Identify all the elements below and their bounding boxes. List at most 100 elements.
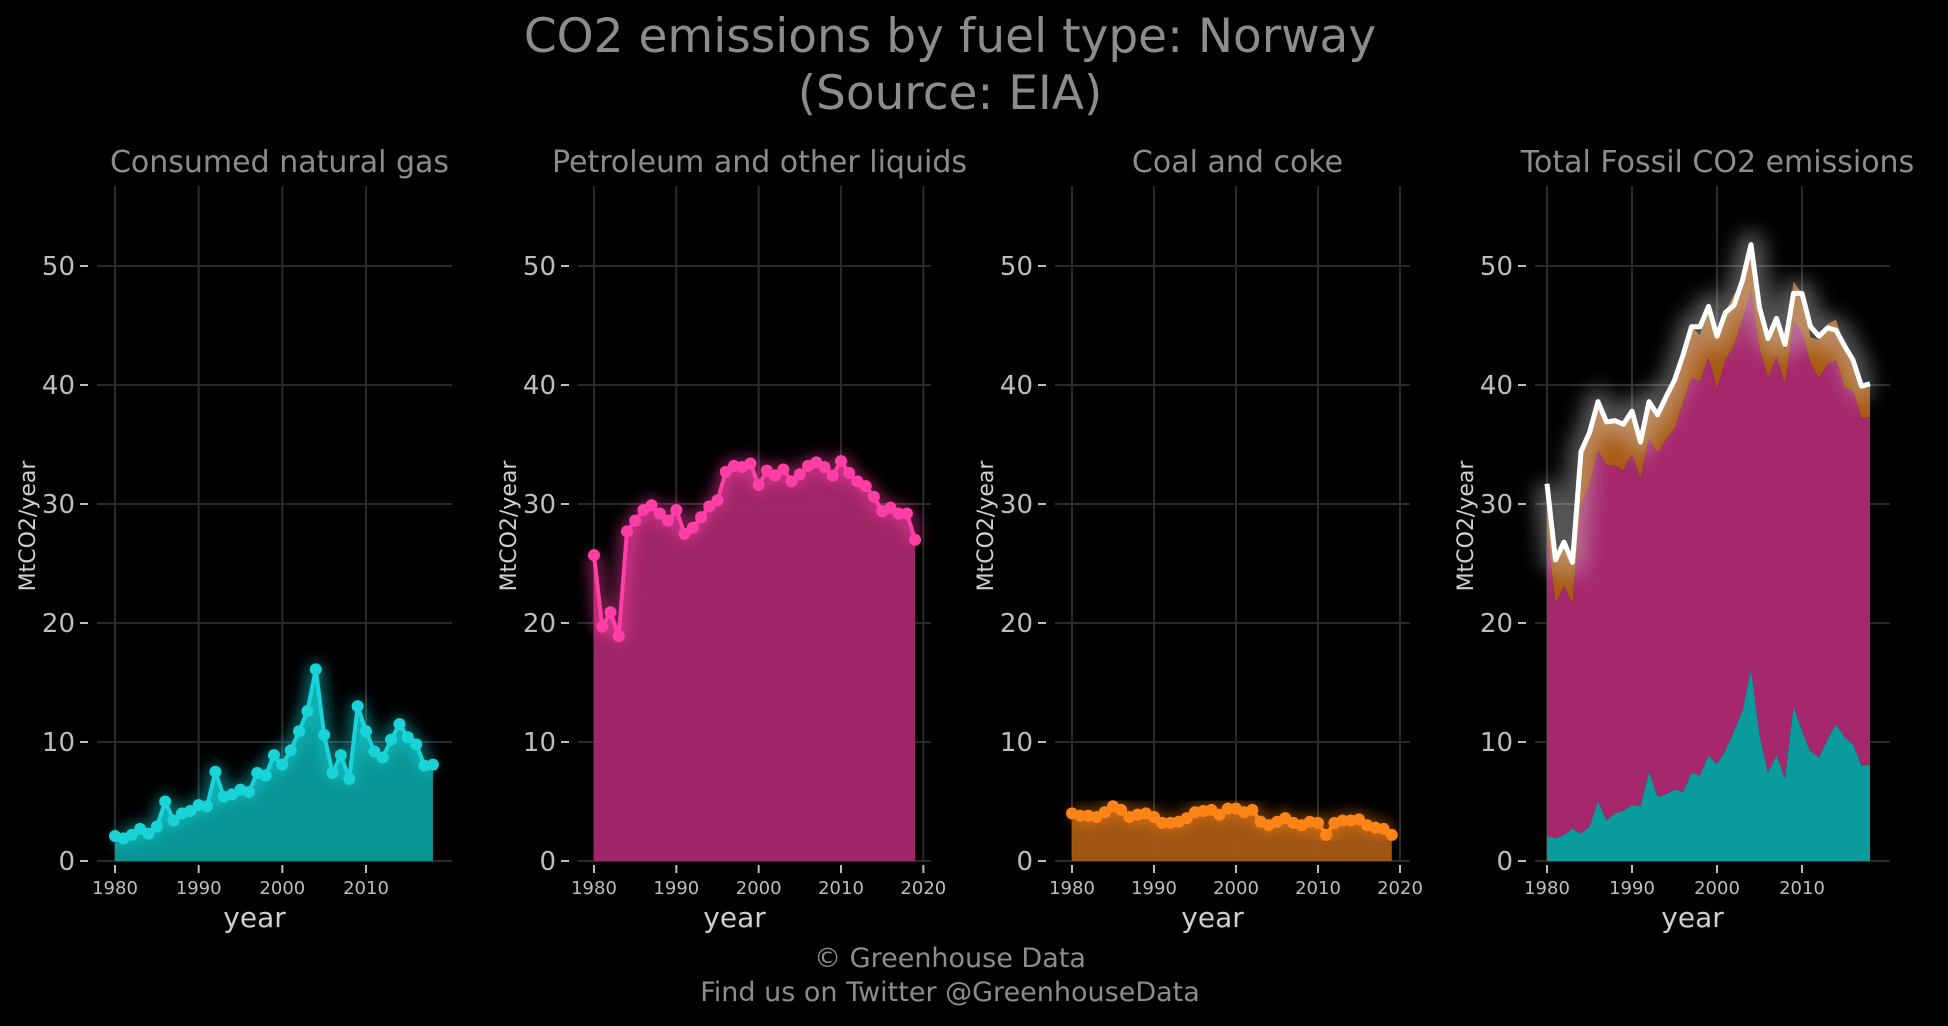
- data-point: [201, 800, 214, 813]
- x-axis-title: year: [1181, 901, 1244, 934]
- y-tick-label: 50: [42, 252, 75, 282]
- data-point: [309, 663, 322, 676]
- data-point: [1246, 803, 1259, 816]
- data-point: [1115, 803, 1128, 816]
- data-point: [301, 705, 314, 718]
- data-point: [769, 469, 782, 482]
- footer-credit: © Greenhouse Data Find us on Twitter @Gr…: [0, 942, 1900, 1010]
- data-point: [410, 738, 423, 751]
- data-point: [401, 731, 414, 744]
- data-point: [1312, 816, 1324, 829]
- data-point: [859, 480, 872, 493]
- data-point: [596, 620, 609, 633]
- data-point: [242, 785, 255, 798]
- data-point: [892, 507, 905, 520]
- data-point: [645, 499, 658, 512]
- data-point: [884, 501, 897, 514]
- data-point: [695, 511, 708, 524]
- data-point: [159, 795, 172, 808]
- data-point: [785, 475, 798, 488]
- panel-title: Petroleum and other liquids: [552, 145, 967, 180]
- data-point: [209, 765, 222, 778]
- panel-3: Coal and coke 0 10 20 30 40 50 1980 1990 2000 2010…: [974, 145, 1423, 934]
- data-point: [670, 503, 683, 516]
- x-tick-label: 1990: [1131, 878, 1177, 899]
- data-point: [167, 814, 180, 827]
- data-point: [334, 749, 347, 762]
- y-tick-label: 0: [1016, 847, 1033, 877]
- y-axis-title: MtCO2/year: [497, 460, 522, 592]
- stack-gas: [1547, 669, 1870, 861]
- y-tick-label: 50: [1480, 252, 1513, 282]
- panel-title: Consumed natural gas: [110, 145, 449, 180]
- x-tick-label: 2000: [1213, 878, 1259, 899]
- x-tick-label: 2010: [1779, 878, 1825, 899]
- data-point: [184, 805, 197, 818]
- data-point: [867, 490, 880, 503]
- x-tick-label: 2000: [736, 878, 782, 899]
- data-point: [125, 828, 138, 841]
- x-tick-label: 2010: [818, 878, 864, 899]
- x-tick-label: 1980: [1524, 878, 1570, 899]
- data-point: [343, 772, 356, 785]
- data-point: [604, 606, 617, 619]
- x-tick-label: 2020: [1377, 878, 1423, 899]
- x-tick-label: 1980: [571, 878, 617, 899]
- footer-twitter: Find us on Twitter @GreenhouseData: [700, 977, 1200, 1008]
- y-tick-label: 40: [1480, 371, 1513, 401]
- y-axis-title: MtCO2/year: [974, 460, 999, 592]
- data-point: [1385, 828, 1398, 841]
- y-tick-label: 20: [1000, 609, 1033, 639]
- data-point: [385, 733, 398, 746]
- x-tick-label: 2000: [259, 878, 305, 899]
- stack-petroleum: [1547, 289, 1870, 839]
- data-point: [1336, 814, 1349, 827]
- chart-title: CO2 emissions by fuel type: Norway (Sour…: [0, 8, 1900, 122]
- data-point: [1074, 809, 1087, 822]
- data-point: [360, 725, 372, 738]
- data-point: [900, 507, 913, 520]
- y-tick-label: 0: [1496, 847, 1513, 877]
- data-point: [703, 500, 716, 513]
- data-point: [777, 463, 790, 476]
- y-axis-title: MtCO2/year: [1454, 460, 1479, 592]
- footer-copyright: © Greenhouse Data: [814, 943, 1086, 974]
- y-tick-label: 30: [523, 490, 556, 520]
- data-point: [793, 468, 806, 481]
- x-tick-label: 1980: [1049, 878, 1095, 899]
- data-point: [719, 465, 732, 478]
- data-point: [612, 630, 625, 643]
- y-tick-label: 0: [539, 847, 556, 877]
- x-tick-label: 2000: [1694, 878, 1740, 899]
- data-point: [620, 525, 633, 538]
- data-point: [368, 745, 381, 758]
- y-tick-label: 30: [1000, 490, 1033, 520]
- data-point: [678, 527, 691, 540]
- data-point: [259, 769, 272, 782]
- data-point: [150, 820, 163, 833]
- data-point: [843, 467, 856, 480]
- x-tick-label: 1980: [92, 878, 138, 899]
- y-tick-label: 30: [1480, 490, 1513, 520]
- panel-title: Total Fossil CO2 emissions: [1520, 145, 1914, 180]
- y-tick-label: 40: [523, 371, 556, 401]
- data-point: [653, 507, 666, 520]
- panel-4: Total Fossil CO2 emissions 0 10 20 30 40 50 198…: [1454, 145, 1914, 934]
- y-tick-label: 40: [1000, 371, 1033, 401]
- y-tick-label: 20: [523, 609, 556, 639]
- x-axis-title: year: [1661, 901, 1724, 934]
- data-point: [818, 461, 831, 474]
- data-point: [1156, 816, 1169, 829]
- data-point: [426, 758, 439, 771]
- data-point: [393, 718, 406, 731]
- panel-1: Consumed natural gas 0 10 20 30 40 50 1980 1990 2…: [16, 145, 452, 934]
- data-point: [826, 469, 839, 482]
- x-tick-label: 1990: [653, 878, 699, 899]
- data-point: [284, 744, 297, 757]
- data-point: [1320, 828, 1333, 841]
- data-point: [376, 751, 389, 764]
- y-tick-label: 30: [42, 490, 75, 520]
- panel-title: Coal and coke: [1132, 145, 1343, 180]
- panel-2: Petroleum and other liquids 0 10 20 30 40 50 19…: [497, 145, 967, 934]
- x-axis-title: year: [223, 901, 286, 934]
